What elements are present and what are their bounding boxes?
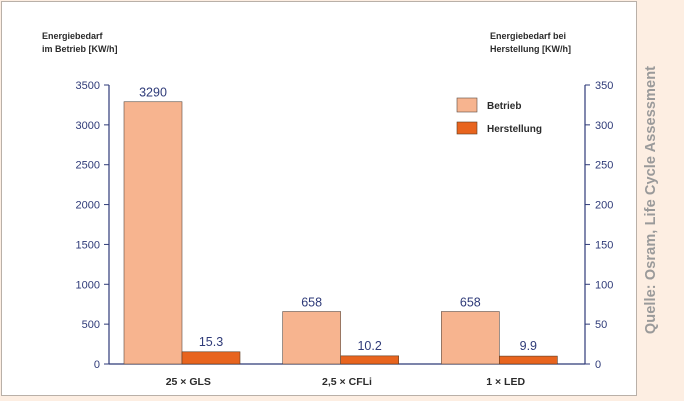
source-note: Quelle: Osram, Life Cycle Assessment (643, 65, 659, 335)
data-label-herstellung: 10.2 (357, 339, 381, 353)
y-tick-label-left: 1500 (76, 239, 100, 251)
bar-chart: 0 500 1000 1500 2000 2500 3000 3500 0 50 100 150 200… (76, 80, 614, 388)
y-tick-label-left: 2000 (76, 200, 100, 212)
data-label-betrieb: 658 (301, 296, 322, 310)
legend-label-betrieb: Betrieb (487, 101, 521, 112)
y-tick-label-left: 2500 (76, 160, 100, 172)
data-label-herstellung: 15.3 (199, 335, 223, 349)
y-tick-label-right: 50 (595, 319, 607, 331)
x-tick-label: 2,5 × CFLi (322, 376, 372, 388)
legend-swatch-betrieb (456, 97, 478, 113)
y-tick-label-left: 3000 (76, 120, 100, 132)
y-tick-label-left: 3500 (76, 80, 100, 92)
data-label-herstellung: 9.9 (520, 339, 537, 353)
y-tick-label-right: 250 (595, 160, 613, 172)
y-tick-label-right: 300 (595, 120, 613, 132)
data-label-betrieb: 658 (460, 296, 481, 310)
bar-herstellung (499, 355, 558, 365)
y-tick-label-right: 100 (595, 279, 613, 291)
data-label-betrieb: 3290 (139, 86, 167, 100)
legend-label-herstellung: Herstellung (487, 124, 542, 135)
legend-swatch-herstellung (456, 121, 478, 135)
y-tick-label-left: 1000 (76, 279, 100, 291)
y-tick-label-left: 500 (82, 319, 100, 331)
bar-betrieb (282, 311, 341, 365)
y-tick-label-right: 200 (595, 200, 613, 212)
x-tick-label: 25 × GLS (166, 376, 211, 388)
y-axis-label-right: Energiebedarf bei Herstellung [KW/h] (490, 31, 571, 54)
bar-betrieb (441, 311, 500, 365)
y-tick-label-right: 0 (595, 359, 601, 371)
bar-herstellung (181, 351, 241, 365)
y-tick-label-right: 350 (595, 80, 613, 92)
x-tick-label: 1 × LED (486, 376, 525, 388)
y-tick-label-left: 0 (94, 359, 100, 371)
bar-herstellung (340, 355, 399, 365)
y-tick-label-right: 150 (595, 239, 613, 251)
chart-panel: Energiebedarf im Betrieb [KW/h] Energieb… (1, 1, 637, 396)
bar-betrieb (123, 101, 183, 365)
y-axis-label-left: Energiebedarf im Betrieb [KW/h] (42, 31, 118, 54)
